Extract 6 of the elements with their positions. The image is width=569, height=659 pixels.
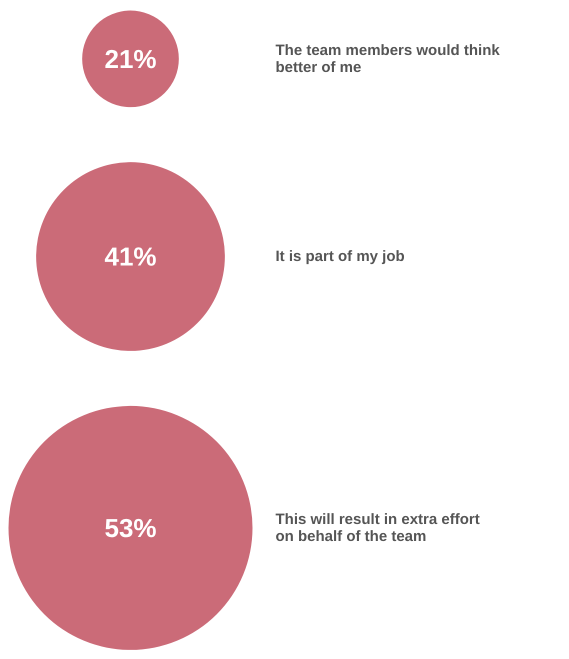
category-label: The team members would think better of me [276,42,500,76]
data-label: 21% [104,44,157,74]
data-label: 53% [104,512,157,543]
data-label: 41% [104,242,157,272]
category-label: It is part of my job [276,248,405,266]
category-label: This will result in extra effort on behalf of the team [276,510,480,545]
